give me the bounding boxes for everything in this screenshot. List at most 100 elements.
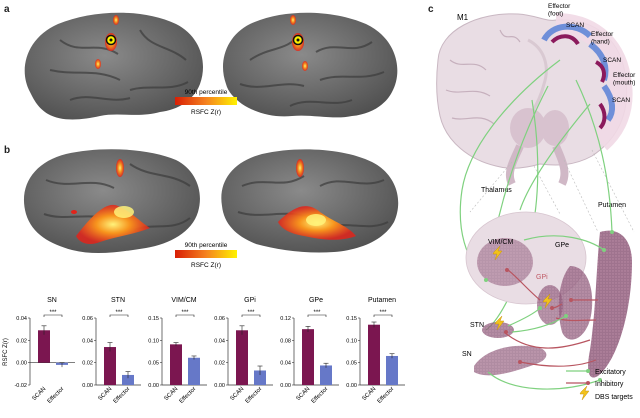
significance-bracket [241, 314, 261, 317]
y-tick-label: 0.05 [346, 361, 357, 367]
gpi-nucleus [537, 285, 563, 325]
chart-title: GPe [309, 297, 323, 304]
category-label: Effector [179, 386, 198, 405]
y-tick-label: 0.06 [82, 316, 93, 322]
y-tick-label: 0.15 [346, 316, 357, 322]
y-tick-label: 0.02 [214, 361, 225, 367]
scan-region-2 [594, 60, 606, 83]
sn-nucleus [474, 345, 547, 376]
category-label: SCAN [97, 386, 113, 402]
significance-bracket [109, 314, 129, 317]
scan-label-2: SCAN [603, 57, 621, 64]
y-tick-label: 0.04 [214, 338, 225, 344]
vim-cm-label: VIM/CM [488, 239, 513, 246]
significance-bracket [175, 314, 195, 317]
y-tick-label: 0.00 [82, 383, 93, 389]
scan-label-3: SCAN [612, 97, 630, 104]
bar-effector [188, 357, 200, 385]
brain-right-lateral-a [223, 12, 398, 118]
brain-left-lateral-a [24, 12, 203, 120]
significance-label: *** [115, 310, 123, 316]
sn-label: SN [462, 351, 472, 358]
bar-scan [368, 324, 380, 385]
bar-scan [302, 329, 314, 385]
scan-region-1 [550, 34, 580, 46]
gpi-label: GPi [536, 274, 548, 281]
bar-scan [38, 330, 50, 363]
panel-a-brains: 90th percentile RSFC Z(r) [24, 12, 398, 120]
stn-label: STN [470, 322, 484, 329]
coronal-brain: M1 Effector (foot) SCAN Effector (hand) SC… [436, 3, 636, 209]
significance-bracket [43, 314, 63, 317]
gpe-nucleus [558, 266, 593, 340]
colorbar-a-top-label: 90th percentile [185, 89, 228, 96]
effector-foot-region [541, 23, 593, 42]
gpe-label: GPe [555, 242, 569, 249]
significance-label: *** [247, 310, 255, 316]
effector-foot-label: Effector (foot) [548, 3, 571, 18]
scan-label-1: SCAN [566, 22, 584, 29]
bar-scan [170, 344, 182, 385]
y-tick-label: 0.05 [148, 361, 159, 367]
chart-title: STN [111, 297, 125, 304]
bar-scan [104, 347, 116, 385]
y-tick-label: 0.10 [148, 338, 159, 344]
colorbar-b-bottom-label: RSFC Z(r) [191, 262, 221, 269]
significance-label: *** [313, 310, 321, 316]
category-label: SCAN [229, 386, 245, 402]
significance-label: *** [181, 310, 189, 316]
y-tick-label: 0.00 [16, 361, 27, 367]
chart-title: GPi [244, 297, 256, 304]
bar-effector [122, 374, 134, 385]
significance-label: *** [379, 310, 387, 316]
chart-title: VIM/CM [171, 297, 196, 304]
category-label: Effector [377, 386, 396, 405]
legend-inhibitory-label: Inhibitory [595, 381, 624, 388]
y-tick-label: 0.00 [214, 383, 225, 389]
y-tick-label: 0.04 [280, 361, 291, 367]
y-tick-label: 0.06 [214, 316, 225, 322]
category-label: SCAN [295, 386, 311, 402]
diagram-legend: Excitatory Inhibitory DBS targets [566, 369, 633, 401]
colorbar-a: 90th percentile RSFC Z(r) [175, 89, 237, 116]
y-tick-label: 0.02 [16, 338, 27, 344]
y-tick-label: 0.15 [148, 316, 159, 322]
chart-title: Putamen [368, 297, 396, 304]
category-label: Effector [245, 386, 264, 405]
m1-label: M1 [457, 13, 469, 22]
bar-effector [386, 355, 398, 385]
excitatory-sn-putamen [487, 371, 601, 390]
y-tick-label: 0.00 [280, 383, 291, 389]
legend-dbs-label: DBS targets [595, 394, 633, 401]
y-axis-label: RSFC Z(r) [3, 338, 9, 366]
scan-region-3 [598, 102, 607, 130]
category-label: Effector [113, 386, 132, 405]
bar-scan [236, 330, 248, 385]
effector-mouth-region [601, 84, 616, 122]
y-tick-label: 0.00 [346, 383, 357, 389]
y-tick-label: 0.02 [82, 361, 93, 367]
category-label: SCAN [361, 386, 377, 402]
y-tick-label: 0.00 [148, 383, 159, 389]
dbs-bolt-icon [494, 315, 505, 331]
vim-cm-nucleus [477, 238, 533, 286]
y-tick-label: 0.12 [280, 316, 291, 322]
legend-excitatory-label: Excitatory [595, 369, 626, 376]
panel-c-diagram: M1 Effector (foot) SCAN Effector (hand) SC… [436, 3, 636, 401]
category-label: Effector [311, 386, 330, 405]
colorbar-a-bottom-label: RSFC Z(r) [191, 109, 221, 116]
thalamus-label: Thalamus [481, 187, 512, 194]
putamen-label: Putamen [598, 202, 626, 209]
brain-left-lateral-b [23, 149, 200, 254]
legend-dbs-icon [579, 385, 590, 401]
y-tick-label: 0.04 [82, 338, 93, 344]
category-label: SCAN [31, 386, 47, 402]
effector-mouth-label: Effector (mouth) [613, 72, 636, 87]
colorbar-b-top-label: 90th percentile [185, 242, 228, 249]
category-label: Effector [47, 386, 66, 405]
y-tick-label: 0.10 [346, 338, 357, 344]
chart-title: SN [47, 297, 57, 304]
effector-hand-label: Effector (hand) [591, 31, 614, 46]
